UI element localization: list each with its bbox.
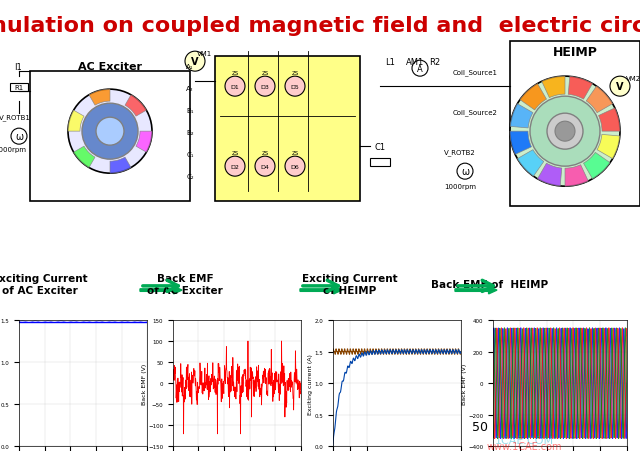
Circle shape: [225, 157, 245, 177]
Wedge shape: [584, 153, 610, 179]
FancyBboxPatch shape: [10, 84, 28, 92]
Circle shape: [510, 77, 620, 187]
Wedge shape: [538, 164, 562, 187]
Wedge shape: [517, 150, 544, 177]
Text: D3: D3: [260, 84, 269, 89]
Wedge shape: [68, 111, 84, 132]
Text: 1000rpm: 1000rpm: [444, 184, 476, 190]
Wedge shape: [125, 96, 147, 117]
Text: D1: D1: [230, 84, 239, 89]
Text: AM1: AM1: [406, 58, 424, 66]
Text: C₁: C₁: [186, 152, 194, 158]
Circle shape: [610, 77, 630, 97]
Text: Back EMF of  HEIMP: Back EMF of HEIMP: [431, 279, 548, 289]
FancyBboxPatch shape: [370, 159, 390, 167]
Wedge shape: [597, 135, 620, 159]
Circle shape: [530, 97, 600, 167]
Text: ZS: ZS: [291, 70, 299, 75]
Circle shape: [412, 61, 428, 77]
Text: D4: D4: [260, 164, 269, 169]
Text: L1: L1: [385, 58, 395, 66]
Y-axis label: Back EMF (V): Back EMF (V): [141, 363, 147, 404]
Circle shape: [225, 77, 245, 97]
Text: AC Exciter: AC Exciter: [78, 62, 142, 72]
Y-axis label: Exciting current (A): Exciting current (A): [308, 353, 313, 414]
Circle shape: [11, 129, 27, 145]
Text: ZS: ZS: [232, 150, 239, 155]
Wedge shape: [136, 132, 152, 153]
Text: 1CAE.COM: 1CAE.COM: [495, 435, 554, 445]
Y-axis label: Back EMF (V): Back EMF (V): [461, 363, 467, 404]
Circle shape: [285, 77, 305, 97]
Circle shape: [555, 122, 575, 142]
Circle shape: [255, 157, 275, 177]
Wedge shape: [568, 77, 593, 100]
FancyBboxPatch shape: [215, 57, 360, 202]
Text: R2: R2: [429, 58, 440, 66]
Text: www.1CAE.com: www.1CAE.com: [487, 442, 563, 451]
Text: A₁: A₁: [186, 64, 194, 70]
Text: ZS: ZS: [261, 70, 269, 75]
Circle shape: [185, 52, 205, 72]
FancyBboxPatch shape: [30, 72, 190, 202]
Text: Back EMF
of AC Exciter: Back EMF of AC Exciter: [147, 273, 223, 295]
Wedge shape: [89, 90, 110, 106]
Text: V: V: [191, 57, 199, 67]
Circle shape: [96, 118, 124, 146]
Text: D6: D6: [291, 164, 300, 169]
Text: ZS: ZS: [261, 150, 269, 155]
Text: R1: R1: [14, 85, 24, 91]
Text: Coil_Source1: Coil_Source1: [452, 69, 497, 75]
Text: A₂: A₂: [186, 86, 194, 92]
Text: Coil_Source2: Coil_Source2: [452, 109, 497, 115]
Text: 50: 50: [472, 420, 488, 433]
Text: V_ROTB2: V_ROTB2: [444, 148, 476, 155]
Wedge shape: [598, 109, 620, 132]
Text: Exciting Current
of HEIMP: Exciting Current of HEIMP: [302, 273, 398, 295]
Wedge shape: [586, 87, 612, 113]
Text: ω: ω: [461, 167, 469, 177]
Circle shape: [82, 104, 138, 160]
Wedge shape: [510, 105, 533, 129]
Circle shape: [547, 114, 583, 150]
Wedge shape: [541, 77, 565, 98]
Text: VM2: VM2: [625, 76, 640, 82]
Text: D5: D5: [291, 84, 300, 89]
Circle shape: [255, 77, 275, 97]
Text: ZS: ZS: [291, 150, 299, 155]
Wedge shape: [110, 158, 131, 174]
Wedge shape: [520, 84, 547, 110]
Wedge shape: [565, 166, 588, 187]
Text: I1: I1: [14, 63, 22, 72]
Circle shape: [457, 164, 473, 180]
Circle shape: [285, 157, 305, 177]
Text: C₂: C₂: [186, 174, 194, 180]
Text: ZS: ZS: [232, 70, 239, 75]
Text: Simulation on coupled magnetic field and  electric circuit: Simulation on coupled magnetic field and…: [0, 16, 640, 36]
Text: C1: C1: [374, 143, 385, 152]
Text: 1000rpm: 1000rpm: [0, 147, 26, 153]
Wedge shape: [74, 147, 95, 168]
Text: ω: ω: [15, 132, 23, 142]
Text: V_ROTB1: V_ROTB1: [0, 114, 31, 120]
Text: D2: D2: [230, 164, 239, 169]
FancyBboxPatch shape: [510, 42, 640, 207]
Text: B₂: B₂: [186, 130, 194, 136]
Circle shape: [68, 90, 152, 174]
Text: A: A: [417, 64, 423, 74]
Text: Exciting Current
of AC Exciter: Exciting Current of AC Exciter: [0, 273, 88, 295]
Text: HEIMP: HEIMP: [552, 46, 597, 59]
Text: V: V: [616, 82, 624, 92]
Text: B₁: B₁: [186, 108, 194, 114]
Wedge shape: [510, 132, 531, 155]
Text: VM1: VM1: [197, 51, 212, 57]
